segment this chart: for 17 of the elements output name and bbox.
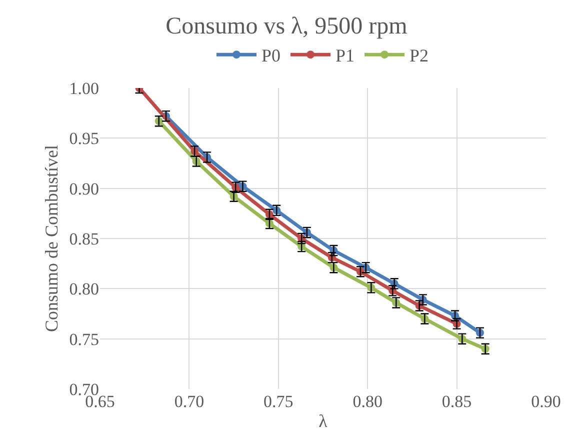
x-tick-label: 0.70 (174, 392, 204, 411)
legend-label: P1 (336, 46, 355, 66)
y-tick-label: 0.75 (69, 330, 99, 349)
x-tick-label: 0.75 (264, 392, 294, 411)
x-tick-label: 0.90 (531, 392, 561, 411)
y-tick-label: 0.95 (69, 129, 99, 148)
y-tick-label: 0.90 (69, 179, 99, 198)
x-axis-title: λ (318, 411, 328, 432)
x-tick-label: 0.85 (442, 392, 472, 411)
y-tick-label: 1.00 (69, 78, 99, 98)
y-tick-label: 0.85 (69, 229, 99, 248)
x-tick-label: 0.80 (352, 392, 382, 411)
legend-label: P2 (410, 46, 429, 66)
legend-label: P0 (262, 46, 281, 66)
y-tick-label: 0.80 (69, 280, 99, 299)
y-axis-title: Consumo de Combustível (41, 144, 62, 332)
chart-title: Consumo vs λ, 9500 rpm (166, 13, 408, 40)
